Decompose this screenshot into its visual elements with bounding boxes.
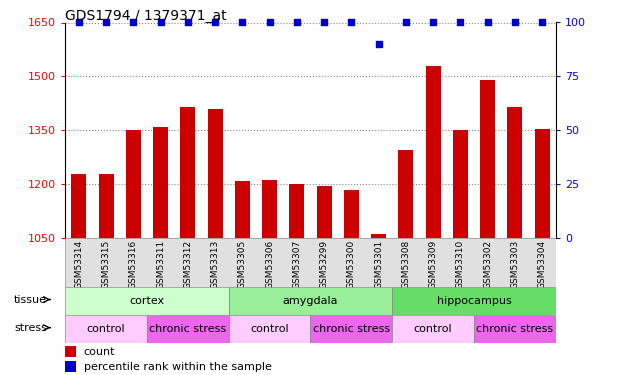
Text: GSM53314: GSM53314 bbox=[75, 240, 83, 289]
Bar bbox=[207, 109, 222, 238]
Bar bbox=[99, 174, 114, 238]
Point bbox=[129, 20, 138, 26]
Text: chronic stress: chronic stress bbox=[313, 324, 390, 334]
Text: tissue: tissue bbox=[14, 294, 47, 304]
Point bbox=[210, 20, 220, 26]
Bar bbox=[480, 80, 495, 238]
Point bbox=[537, 20, 547, 26]
Bar bbox=[392, 287, 556, 315]
Bar bbox=[453, 130, 468, 238]
Point bbox=[347, 20, 356, 26]
Point bbox=[292, 20, 302, 26]
Point bbox=[156, 20, 166, 26]
Bar bbox=[310, 315, 392, 343]
Text: GSM53312: GSM53312 bbox=[183, 240, 193, 289]
Bar bbox=[126, 130, 141, 238]
Text: GSM53303: GSM53303 bbox=[510, 240, 519, 289]
Bar bbox=[262, 180, 277, 238]
Point bbox=[183, 20, 193, 26]
Bar bbox=[425, 66, 441, 238]
Bar bbox=[535, 129, 550, 238]
Text: hippocampus: hippocampus bbox=[437, 296, 512, 306]
Text: GSM53311: GSM53311 bbox=[156, 240, 165, 289]
Point bbox=[265, 20, 274, 26]
Text: control: control bbox=[250, 324, 289, 334]
Text: amygdala: amygdala bbox=[283, 296, 338, 306]
Text: GSM53302: GSM53302 bbox=[483, 240, 492, 289]
Bar bbox=[371, 234, 386, 238]
Text: control: control bbox=[414, 324, 453, 334]
Text: GSM53304: GSM53304 bbox=[538, 240, 546, 289]
Text: GSM53309: GSM53309 bbox=[428, 240, 438, 289]
Text: GSM53316: GSM53316 bbox=[129, 240, 138, 289]
Text: GSM53313: GSM53313 bbox=[211, 240, 220, 289]
Text: count: count bbox=[84, 347, 116, 357]
Bar bbox=[71, 174, 86, 238]
Text: chronic stress: chronic stress bbox=[149, 324, 227, 334]
Text: GSM53299: GSM53299 bbox=[320, 240, 329, 289]
Point bbox=[74, 20, 84, 26]
Text: GDS1794 / 1379371_at: GDS1794 / 1379371_at bbox=[65, 9, 227, 23]
Point bbox=[401, 20, 411, 26]
Point bbox=[101, 20, 111, 26]
Text: control: control bbox=[87, 324, 125, 334]
Point bbox=[483, 20, 492, 26]
Text: GSM53301: GSM53301 bbox=[374, 240, 383, 289]
Text: GSM53305: GSM53305 bbox=[238, 240, 247, 289]
Bar bbox=[399, 150, 414, 238]
Text: percentile rank within the sample: percentile rank within the sample bbox=[84, 362, 272, 372]
Bar bbox=[229, 315, 310, 343]
Point bbox=[455, 20, 465, 26]
Point bbox=[510, 20, 520, 26]
Bar bbox=[507, 107, 522, 238]
Bar bbox=[65, 361, 76, 372]
Bar bbox=[65, 346, 76, 357]
Bar bbox=[289, 183, 304, 238]
Text: stress: stress bbox=[14, 322, 47, 333]
Point bbox=[428, 20, 438, 26]
Bar bbox=[147, 315, 229, 343]
Bar bbox=[344, 190, 359, 238]
Bar bbox=[65, 287, 229, 315]
Bar bbox=[235, 181, 250, 238]
Point bbox=[319, 20, 329, 26]
Bar bbox=[474, 315, 556, 343]
Point bbox=[374, 41, 384, 47]
Text: GSM53315: GSM53315 bbox=[102, 240, 111, 289]
Bar bbox=[180, 107, 196, 238]
Bar bbox=[153, 127, 168, 238]
Text: GSM53306: GSM53306 bbox=[265, 240, 274, 289]
Bar bbox=[229, 287, 392, 315]
Text: GSM53310: GSM53310 bbox=[456, 240, 465, 289]
Text: GSM53300: GSM53300 bbox=[347, 240, 356, 289]
Bar bbox=[65, 315, 147, 343]
Bar bbox=[317, 186, 332, 238]
Text: GSM53308: GSM53308 bbox=[401, 240, 410, 289]
Point bbox=[237, 20, 247, 26]
Text: chronic stress: chronic stress bbox=[476, 324, 553, 334]
Text: GSM53307: GSM53307 bbox=[292, 240, 301, 289]
Bar bbox=[392, 315, 474, 343]
Text: cortex: cortex bbox=[129, 296, 165, 306]
